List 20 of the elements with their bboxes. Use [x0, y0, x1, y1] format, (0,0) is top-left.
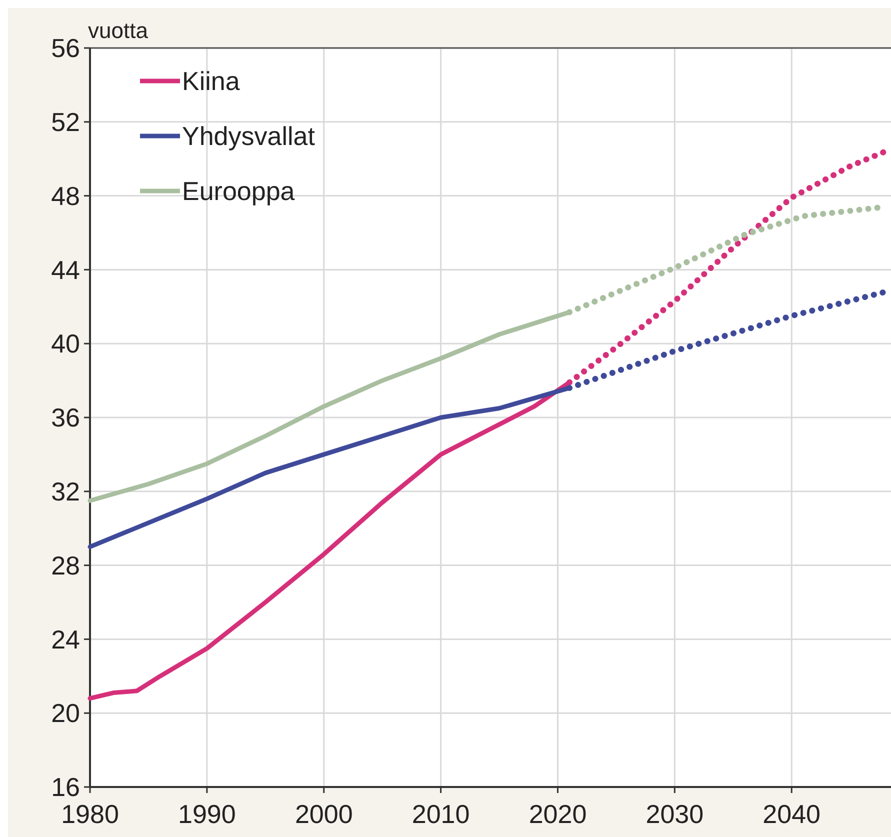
y-tick-label: 20 — [51, 698, 80, 728]
y-tick-label: 44 — [51, 254, 80, 285]
legend-label: Kiina — [182, 66, 240, 96]
x-tick-label: 2000 — [294, 799, 353, 829]
y-tick-label: 36 — [51, 402, 80, 433]
y-tick-label: 40 — [51, 328, 80, 359]
x-tick-label: 2010 — [412, 799, 470, 829]
x-tick-label: 2040 — [762, 799, 821, 829]
y-axis-title: vuotta — [88, 18, 149, 43]
x-tick-label: 2020 — [528, 799, 587, 829]
y-tick-label: 52 — [51, 107, 80, 137]
x-tick-label: 1990 — [178, 799, 236, 829]
legend-label: Eurooppa — [182, 176, 296, 206]
y-tick-label: 56 — [51, 33, 80, 64]
legend-label: Yhdysvallat — [182, 121, 316, 152]
y-tick-label: 28 — [51, 550, 80, 580]
y-tick-label: 32 — [51, 476, 80, 506]
y-tick-label: 24 — [51, 624, 80, 654]
x-tick-label: 2030 — [646, 799, 704, 829]
y-tick-label: 48 — [51, 180, 80, 211]
